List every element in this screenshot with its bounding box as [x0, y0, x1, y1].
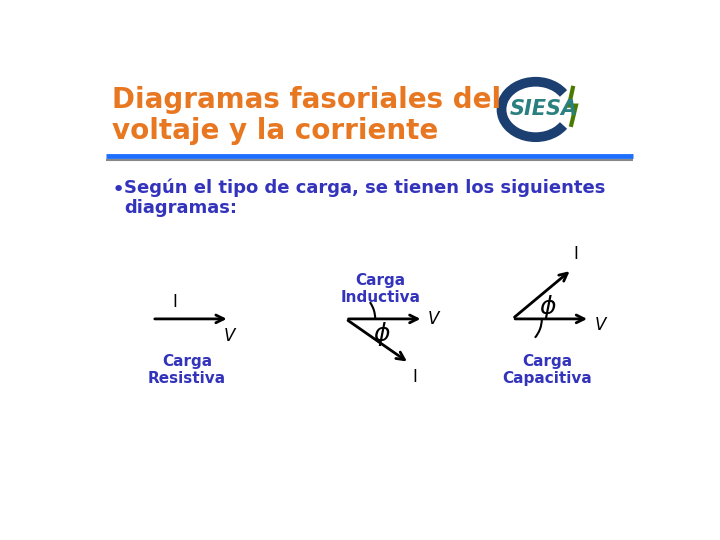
Text: Diagramas fasoriales del: Diagramas fasoriales del — [112, 86, 501, 114]
Text: SIESA: SIESA — [509, 99, 577, 119]
Text: Carga
Resistiva: Carga Resistiva — [148, 354, 226, 386]
Text: Según el tipo de carga, se tienen los siguientes: Según el tipo de carga, se tienen los si… — [124, 179, 606, 197]
Text: Carga
Capacitiva: Carga Capacitiva — [503, 354, 592, 386]
Text: V: V — [224, 327, 235, 345]
Text: I: I — [573, 245, 578, 263]
Text: $\phi$: $\phi$ — [539, 293, 557, 321]
Text: $\phi$: $\phi$ — [372, 320, 390, 348]
Text: •: • — [112, 180, 125, 200]
Text: V: V — [595, 316, 606, 334]
Text: I: I — [173, 293, 178, 311]
Text: Carga
Inductiva: Carga Inductiva — [341, 273, 420, 305]
Text: V: V — [428, 310, 439, 328]
Text: I: I — [413, 368, 417, 386]
Text: voltaje y la corriente: voltaje y la corriente — [112, 117, 438, 145]
Text: diagramas:: diagramas: — [124, 199, 237, 217]
